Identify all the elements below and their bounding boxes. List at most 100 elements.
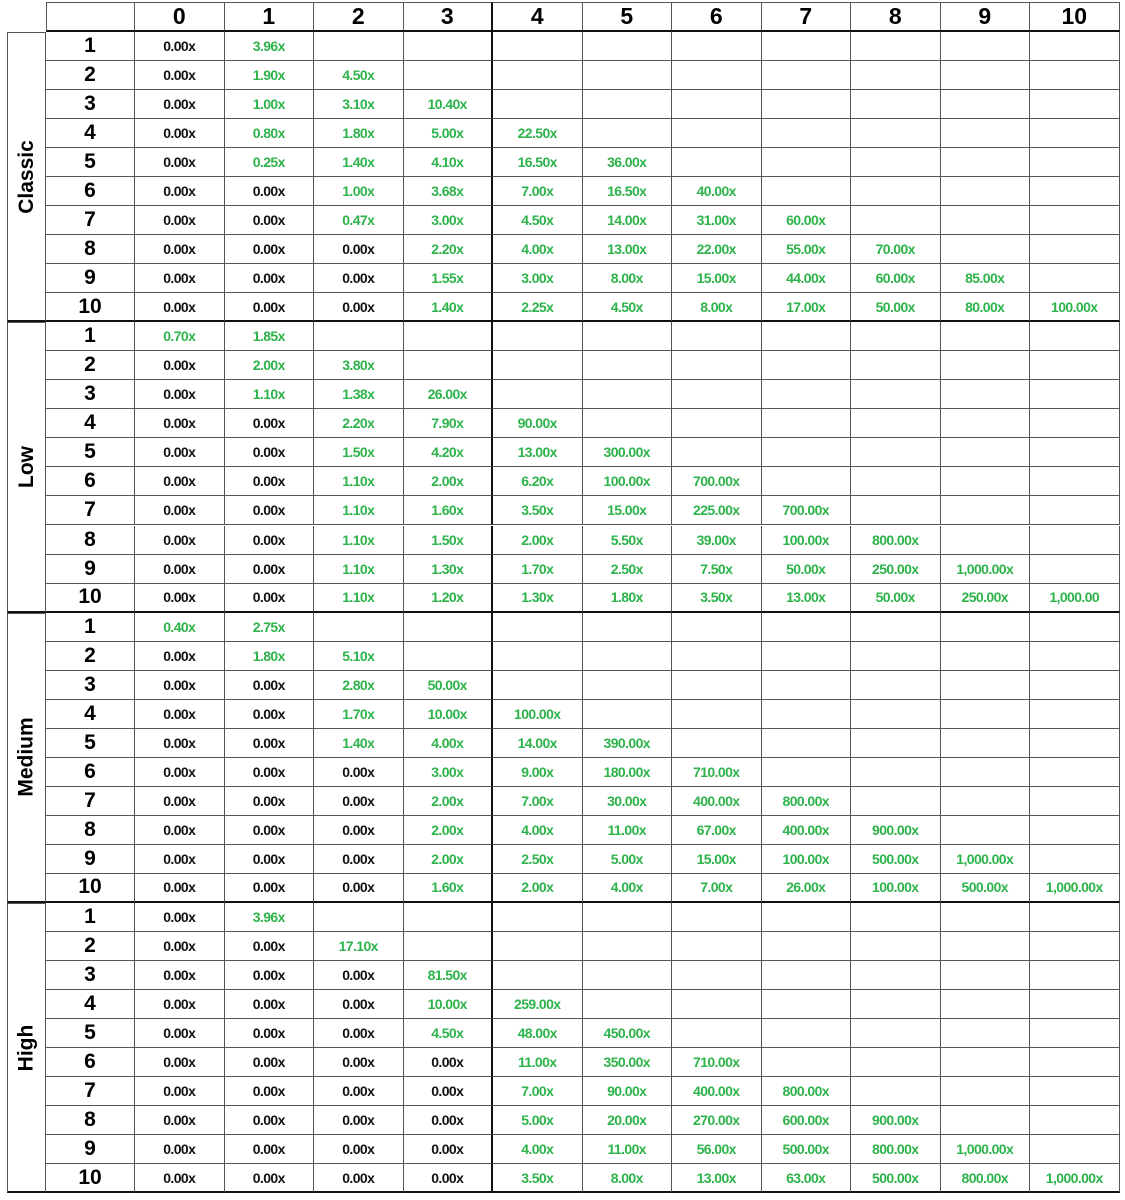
empty-cell [761, 409, 851, 439]
payout-cell: 0.00x [314, 815, 404, 845]
payout-cell: 1,000.00 [1030, 583, 1120, 613]
empty-cell [672, 438, 762, 468]
empty-cell [940, 902, 1030, 932]
payout-cell: 2.20x [314, 409, 404, 439]
payout-cell: 0.00x [135, 206, 225, 236]
empty-cell [493, 641, 583, 671]
payout-cell: 390.00x [582, 728, 672, 758]
row-number: 2 [46, 931, 135, 961]
empty-cell [582, 119, 672, 149]
empty-cell [1030, 1106, 1120, 1136]
empty-cell [1030, 844, 1120, 874]
payout-cell: 6.20x [493, 467, 583, 497]
payout-cell: 800.00x [761, 1077, 851, 1107]
empty-cell [493, 61, 583, 91]
column-header: 4 [493, 2, 583, 32]
empty-cell [582, 931, 672, 961]
payout-cell: 60.00x [761, 206, 851, 236]
empty-cell [940, 525, 1030, 555]
payout-cell: 0.00x [224, 177, 314, 207]
payout-cell: 0.00x [135, 641, 225, 671]
payout-cell: 0.47x [314, 206, 404, 236]
empty-cell [672, 322, 762, 352]
payout-cell: 1.10x [314, 496, 404, 526]
empty-cell [851, 931, 941, 961]
payout-cell: 0.00x [135, 1019, 225, 1049]
row-number: 10 [46, 873, 135, 903]
payout-cell: 0.00x [224, 699, 314, 729]
row-number: 8 [46, 525, 135, 555]
payout-cell: 0.00x [224, 815, 314, 845]
payout-cell: 2.50x [582, 554, 672, 584]
empty-cell [940, 119, 1030, 149]
empty-cell [940, 496, 1030, 526]
payout-cell: 31.00x [672, 206, 762, 236]
payout-cell: 80.00x [940, 293, 1030, 323]
payout-cell: 26.00x [403, 380, 493, 410]
empty-cell [1030, 757, 1120, 787]
payout-cell: 0.00x [314, 844, 404, 874]
payout-cell: 0.00x [224, 960, 314, 990]
empty-cell [672, 699, 762, 729]
group-label-text: Classic [14, 139, 38, 214]
group-label-medium: Medium [7, 612, 46, 903]
payout-cell: 5.10x [314, 641, 404, 671]
row-number: 10 [46, 583, 135, 613]
empty-cell [1030, 786, 1120, 816]
row-number: 1 [46, 902, 135, 932]
payout-cell: 1,000.00x [940, 554, 1030, 584]
payout-cell: 225.00x [672, 496, 762, 526]
payout-cell: 0.00x [224, 235, 314, 265]
payout-cell: 50.00x [403, 670, 493, 700]
empty-cell [761, 989, 851, 1019]
empty-cell [1030, 1048, 1120, 1078]
empty-cell [1030, 32, 1120, 62]
empty-cell [851, 90, 941, 120]
column-header: 8 [851, 2, 941, 32]
payout-cell: 800.00x [851, 1135, 941, 1165]
payout-cell: 1.10x [224, 380, 314, 410]
empty-cell [851, 699, 941, 729]
payout-cell: 0.00x [135, 525, 225, 555]
payout-cell: 500.00x [851, 844, 941, 874]
payout-cell: 0.00x [224, 670, 314, 700]
empty-cell [493, 351, 583, 381]
row-number: 9 [46, 554, 135, 584]
row-number: 10 [46, 1164, 135, 1194]
payout-cell: 800.00x [940, 1164, 1030, 1194]
empty-cell [940, 177, 1030, 207]
payout-cell: 100.00x [761, 525, 851, 555]
payout-cell: 0.00x [224, 496, 314, 526]
payout-cell: 11.00x [493, 1048, 583, 1078]
empty-cell [761, 641, 851, 671]
empty-cell [851, 757, 941, 787]
payout-cell: 9.00x [493, 757, 583, 787]
empty-cell [851, 177, 941, 207]
empty-cell [493, 612, 583, 642]
row-number: 7 [46, 786, 135, 816]
empty-cell [761, 699, 851, 729]
payout-cell: 1.10x [314, 525, 404, 555]
payout-cell: 1.80x [582, 583, 672, 613]
payout-cell: 2.00x [403, 815, 493, 845]
empty-cell [851, 641, 941, 671]
empty-cell [1030, 496, 1120, 526]
empty-cell [761, 61, 851, 91]
payout-cell: 2.00x [224, 351, 314, 381]
empty-cell [940, 409, 1030, 439]
empty-cell [582, 960, 672, 990]
empty-cell [493, 931, 583, 961]
empty-cell [851, 786, 941, 816]
payout-cell: 1.70x [493, 554, 583, 584]
row-number: 4 [46, 119, 135, 149]
payout-cell: 5.00x [493, 1106, 583, 1136]
payout-cell: 15.00x [672, 264, 762, 294]
column-header: 2 [314, 2, 404, 32]
empty-cell [761, 757, 851, 787]
payout-cell: 0.00x [403, 1106, 493, 1136]
empty-cell [1030, 699, 1120, 729]
empty-cell [1030, 1077, 1120, 1107]
payout-cell: 100.00x [582, 467, 672, 497]
payout-cell: 500.00x [761, 1135, 851, 1165]
payout-cell: 1,000.00x [940, 1135, 1030, 1165]
